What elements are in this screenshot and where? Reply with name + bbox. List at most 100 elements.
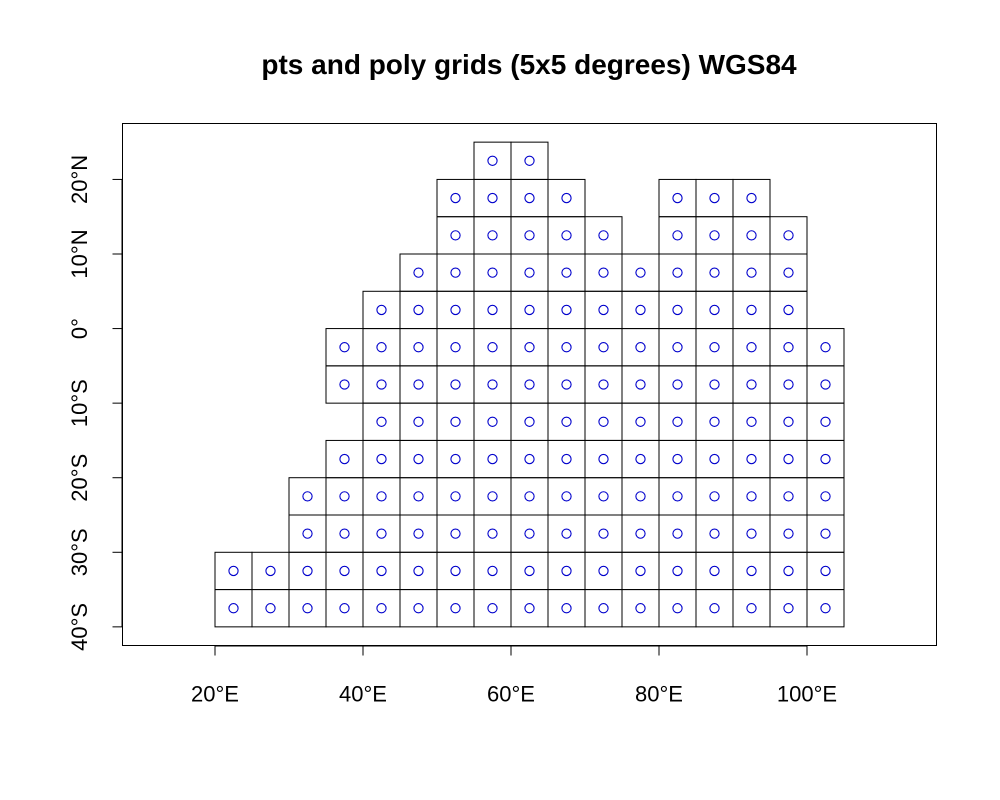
grid-point: [709, 416, 720, 427]
grid-point: [524, 304, 535, 316]
grid-cell: [436, 253, 475, 292]
grid-point: [376, 491, 387, 502]
grid-cell: [584, 439, 623, 479]
grid-point: [376, 565, 387, 577]
grid-cell: [621, 253, 660, 292]
grid-cell: [584, 477, 623, 516]
grid-point: [820, 453, 831, 465]
grid-cell: [658, 402, 697, 441]
grid-cell: [806, 551, 845, 591]
grid-cell: [436, 551, 475, 591]
grid-point: [598, 528, 609, 539]
grid-cell: [436, 402, 475, 441]
grid-cell: [325, 477, 364, 516]
grid-point: [561, 304, 572, 316]
grid-cell: [658, 551, 697, 591]
grid-point: [635, 603, 646, 614]
grid-point: [783, 379, 794, 390]
grid-point: [487, 155, 498, 166]
grid-point: [302, 565, 313, 577]
grid-point: [487, 416, 498, 427]
grid-cell: [436, 365, 475, 404]
grid-cell: [399, 477, 438, 516]
grid-cell: [510, 551, 549, 591]
grid-point: [672, 267, 683, 278]
grid-cell: [732, 589, 771, 628]
grid-cell: [547, 178, 586, 218]
grid-point: [635, 416, 646, 427]
grid-point: [561, 342, 572, 353]
grid-cell: [473, 551, 512, 591]
grid-cell: [769, 514, 808, 553]
grid-point: [450, 416, 461, 427]
grid-cell: [658, 216, 697, 255]
grid-point: [709, 267, 720, 278]
grid-cell: [399, 514, 438, 553]
grid-point: [783, 230, 794, 241]
grid-cell: [732, 216, 771, 255]
grid-point: [265, 565, 276, 577]
grid-point: [709, 304, 720, 316]
grid-cell: [695, 328, 734, 367]
grid-point: [524, 528, 535, 539]
y-tick-label: 10°S: [67, 379, 92, 427]
grid-cell: [399, 589, 438, 628]
grid-cell: [399, 551, 438, 591]
grid-point: [598, 565, 609, 577]
grid-point: [228, 565, 239, 577]
grid-cell: [732, 178, 771, 218]
grid-point: [561, 230, 572, 241]
grid-cell: [325, 439, 364, 479]
grid-cell: [769, 290, 808, 330]
grid-point: [302, 491, 313, 502]
grid-point: [487, 304, 498, 316]
grid-cell: [732, 253, 771, 292]
grid-cell: [658, 589, 697, 628]
grid-cell: [806, 589, 845, 628]
grid-cell: [695, 253, 734, 292]
grid-cell: [658, 439, 697, 479]
grid-cell: [473, 141, 512, 180]
grid-point: [598, 379, 609, 390]
grid-point: [561, 453, 572, 465]
grid-point: [450, 267, 461, 278]
grid-point: [524, 565, 535, 577]
grid-cell: [510, 290, 549, 330]
grid-point: [709, 230, 720, 241]
grid-cell: [362, 551, 401, 591]
grid-point: [783, 416, 794, 427]
grid-cell: [806, 328, 845, 367]
grid-point: [561, 528, 572, 539]
grid-cell: [473, 589, 512, 628]
grid-cell: [806, 477, 845, 516]
grid-cell: [695, 589, 734, 628]
grid-point: [524, 342, 535, 353]
grid-cell: [584, 514, 623, 553]
grid-point: [450, 379, 461, 390]
grid-cell: [769, 477, 808, 516]
x-tick-label: 60°E: [487, 682, 535, 707]
grid-cell: [732, 365, 771, 404]
grid-cell: [325, 514, 364, 553]
grid-point: [450, 453, 461, 465]
grid-cell: [325, 551, 364, 591]
grid-cell: [806, 402, 845, 441]
x-tick-label: 40°E: [339, 682, 387, 707]
grid-point: [672, 603, 683, 614]
grid-cell: [510, 439, 549, 479]
chart-title: pts and poly grids (5x5 degrees) WGS84: [261, 49, 797, 80]
grid-point: [265, 603, 276, 614]
grid-point: [635, 491, 646, 502]
grid-cell: [510, 514, 549, 553]
grid-cell: [473, 402, 512, 441]
grid-point: [598, 304, 609, 316]
grid-point: [376, 379, 387, 390]
grid-point: [783, 491, 794, 502]
grid-point: [524, 230, 535, 241]
grid-point: [635, 379, 646, 390]
grid-point: [487, 267, 498, 278]
grid-point: [746, 416, 757, 427]
grid-cells: [214, 141, 845, 628]
grid-cell: [621, 402, 660, 441]
grid-cell: [621, 477, 660, 516]
